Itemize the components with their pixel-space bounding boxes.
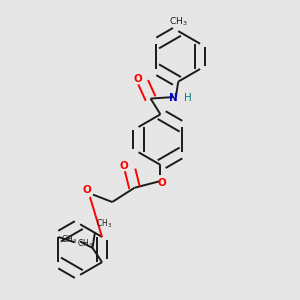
Text: CH$_3$: CH$_3$ xyxy=(61,233,78,246)
Text: O: O xyxy=(82,185,91,195)
Text: N: N xyxy=(169,93,177,103)
Text: O: O xyxy=(158,178,166,188)
Text: H: H xyxy=(184,93,192,103)
Text: CH$_3$: CH$_3$ xyxy=(96,218,112,230)
Text: CH$_3$: CH$_3$ xyxy=(169,15,188,28)
Text: O: O xyxy=(119,161,128,171)
Text: O: O xyxy=(134,74,142,84)
Text: CH$_3$: CH$_3$ xyxy=(77,237,93,250)
